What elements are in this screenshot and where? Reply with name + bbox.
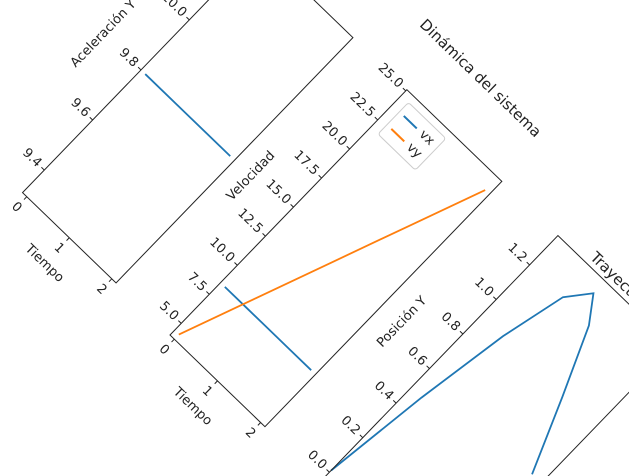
y-tick (459, 330, 464, 335)
y-tick (89, 116, 93, 121)
axes-frame (320, 234, 629, 476)
y-tick (318, 174, 322, 179)
y-tick (178, 320, 182, 324)
x-tick (66, 237, 70, 241)
y-tick (262, 233, 266, 237)
x-tick (23, 196, 28, 200)
x-tick (214, 380, 218, 385)
y-tick (137, 66, 142, 71)
y-tick (326, 469, 330, 473)
axes-frame (21, 0, 354, 284)
axes-frame (169, 88, 503, 428)
y-tick (186, 16, 190, 21)
y-tick (426, 365, 430, 369)
x-tick (108, 278, 113, 283)
y-tick (492, 296, 497, 300)
y-tick (392, 400, 397, 404)
y-tick (41, 166, 45, 171)
y-tick (526, 261, 530, 266)
data-line (224, 286, 312, 371)
data-line (144, 73, 231, 157)
data-line (330, 292, 595, 475)
y-tick (359, 434, 364, 439)
y-tick (206, 291, 210, 295)
y-tick (402, 87, 407, 92)
data-line (178, 189, 486, 336)
legend-box (378, 103, 446, 170)
y-tick (346, 145, 350, 150)
y-tick (374, 116, 379, 121)
x-tick (171, 338, 175, 343)
legend-swatch (403, 115, 418, 130)
y-tick (290, 203, 294, 208)
x-tick (257, 422, 261, 426)
y-tick (234, 262, 238, 266)
legend-swatch (390, 128, 405, 143)
